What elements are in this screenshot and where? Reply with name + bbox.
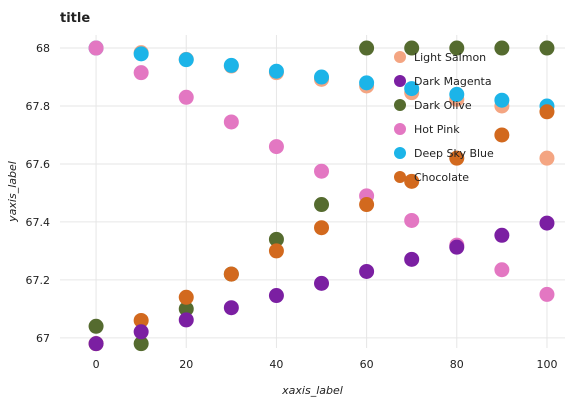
data-point [539, 40, 555, 56]
legend-item: Dark Olive [394, 99, 472, 112]
data-point [494, 262, 510, 278]
legend-label: Light Salmon [414, 51, 486, 64]
chart-title: title [60, 11, 90, 26]
data-point [314, 220, 330, 236]
data-point [268, 243, 284, 259]
data-point [539, 104, 555, 120]
plot-panel [60, 35, 565, 348]
legend-label: Deep Sky Blue [414, 147, 494, 160]
x-tick-label: 20 [179, 358, 193, 371]
data-point [178, 289, 194, 305]
legend-item: Chocolate [394, 171, 469, 184]
y-tick-label: 67.6 [26, 158, 51, 171]
legend-marker [394, 171, 406, 183]
data-point [494, 127, 510, 143]
data-point [314, 69, 330, 85]
data-point [223, 114, 239, 130]
data-point [268, 231, 284, 247]
data-point [178, 301, 194, 317]
data-point [404, 81, 420, 97]
data-point [178, 89, 194, 105]
data-point [268, 139, 284, 155]
data-point [88, 40, 104, 56]
legend-marker [394, 147, 406, 159]
data-point [359, 197, 375, 213]
y-tick-label: 67.2 [26, 274, 51, 287]
series-dark-magenta [88, 215, 555, 352]
y-tick-label: 67.4 [26, 216, 51, 229]
legend-marker [394, 99, 406, 111]
legend-marker [394, 75, 406, 87]
legend-marker [394, 123, 406, 135]
legend-label: Hot Pink [414, 123, 460, 136]
x-axis-label: xaxis_label [281, 384, 343, 397]
legend: Light Salmon Dark Magenta Dark Olive Hot Pi… [394, 51, 494, 184]
x-tick-label: 40 [269, 358, 283, 371]
data-point [359, 263, 375, 279]
data-point [133, 324, 149, 340]
data-point [404, 212, 420, 228]
data-point [539, 286, 555, 302]
legend-label: Chocolate [414, 171, 469, 184]
legend-marker [394, 51, 406, 63]
data-point [449, 150, 465, 166]
data-point [133, 46, 149, 62]
data-point [268, 63, 284, 79]
data-point [314, 275, 330, 291]
x-tick-label: 0 [93, 358, 100, 371]
y-axis-ticks: 67 67.2 67.4 67.6 67.8 68 [26, 42, 51, 345]
data-point [178, 312, 194, 328]
data-point [268, 288, 284, 304]
data-point [223, 57, 239, 73]
data-point [359, 40, 375, 56]
data-point [359, 75, 375, 91]
legend-label: Dark Olive [414, 99, 472, 112]
y-tick-label: 67.8 [26, 100, 51, 113]
data-point [494, 227, 510, 243]
data-point [314, 197, 330, 213]
x-tick-label: 60 [360, 358, 374, 371]
data-point [178, 52, 194, 68]
data-point [404, 173, 420, 189]
x-axis-ticks: 0 20 40 60 80 100 [93, 358, 558, 371]
legend-item: Deep Sky Blue [394, 147, 494, 160]
data-point [88, 318, 104, 334]
data-point [133, 312, 149, 328]
legend-item: Hot Pink [394, 123, 460, 136]
data-point [494, 40, 510, 56]
legend-item: Dark Magenta [394, 75, 492, 88]
y-tick-label: 67 [36, 332, 50, 345]
data-point [88, 336, 104, 352]
data-point [133, 336, 149, 352]
x-tick-label: 100 [536, 358, 557, 371]
data-point [133, 65, 149, 81]
data-point [449, 239, 465, 255]
data-point [404, 40, 420, 56]
y-axis-label: yaxis_label [6, 161, 19, 223]
data-point [314, 163, 330, 179]
x-tick-label: 80 [450, 358, 464, 371]
data-point [539, 150, 555, 166]
data-point [494, 92, 510, 108]
data-point [223, 266, 239, 282]
series-dark-olive [88, 40, 555, 352]
data-point [539, 215, 555, 231]
y-tick-label: 68 [36, 42, 50, 55]
legend-label: Dark Magenta [414, 75, 492, 88]
data-point [404, 251, 420, 267]
data-point [449, 86, 465, 102]
data-point [449, 40, 465, 56]
series-layer [88, 40, 555, 352]
legend-item: Light Salmon [394, 51, 486, 64]
data-point [223, 300, 239, 316]
